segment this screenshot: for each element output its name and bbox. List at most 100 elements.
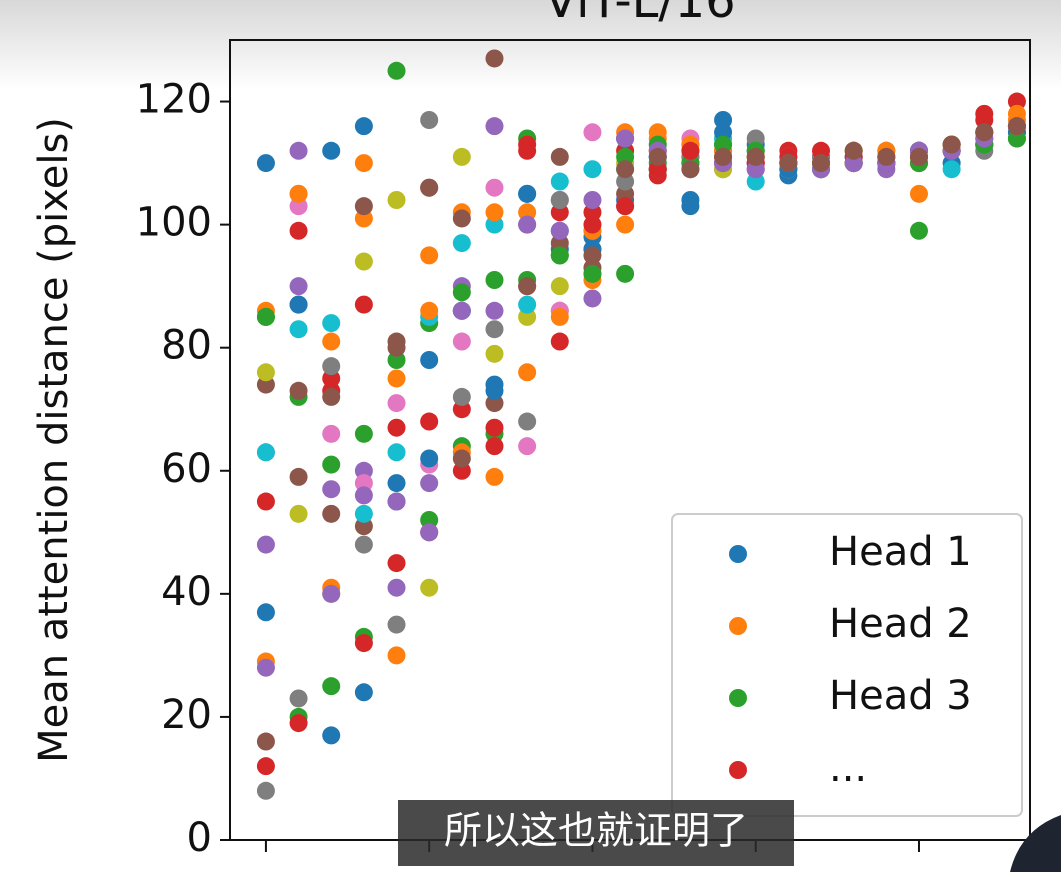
point: [256, 307, 275, 326]
point: [452, 449, 471, 468]
point: [518, 135, 537, 154]
point: [354, 461, 373, 480]
legend-box: [671, 513, 1023, 817]
point: [322, 387, 341, 406]
point: [387, 646, 406, 665]
legend-label: Head 3: [829, 673, 972, 719]
point: [322, 424, 341, 443]
legend-label: Head 2: [829, 601, 972, 647]
point: [256, 658, 275, 677]
point: [877, 147, 896, 166]
point: [322, 584, 341, 603]
point: [289, 714, 308, 733]
y-tick-label: 40: [161, 569, 212, 615]
point: [387, 61, 406, 80]
point: [518, 215, 537, 234]
point: [942, 135, 961, 154]
point: [452, 387, 471, 406]
point: [256, 732, 275, 751]
point: [452, 234, 471, 253]
point: [485, 117, 504, 136]
point: [616, 160, 635, 179]
legend-label: ...: [829, 745, 867, 791]
point: [420, 511, 439, 529]
point: [518, 295, 537, 314]
point: [681, 160, 700, 179]
point: [387, 492, 406, 511]
point: [550, 332, 569, 351]
point: [387, 351, 406, 369]
point: [322, 369, 341, 388]
point: [909, 221, 928, 240]
point: [518, 203, 537, 222]
point: [616, 197, 635, 216]
point: [909, 184, 928, 203]
y-tick-label: 100: [136, 200, 212, 246]
point: [485, 418, 504, 437]
point: [452, 461, 471, 480]
point: [387, 191, 406, 209]
point: [485, 301, 504, 320]
point: [518, 363, 537, 382]
point: [387, 369, 406, 388]
point: [518, 277, 537, 296]
point: [583, 203, 602, 222]
point: [256, 363, 275, 382]
point: [289, 381, 308, 400]
point: [387, 394, 406, 413]
point: [354, 197, 373, 216]
legend-marker: [729, 689, 747, 707]
point: [322, 357, 341, 376]
point: [485, 394, 504, 413]
y-tick-label: 80: [161, 323, 212, 369]
point: [354, 517, 373, 536]
point: [648, 147, 667, 166]
point: [322, 726, 341, 745]
point: [746, 172, 765, 191]
point: [289, 277, 308, 296]
point: [256, 781, 275, 800]
point: [583, 191, 602, 209]
point: [518, 307, 537, 326]
point: [485, 215, 504, 234]
point: [942, 160, 961, 179]
point: [616, 264, 635, 283]
point: [550, 307, 569, 326]
legend-marker: [729, 761, 747, 779]
point: [452, 332, 471, 351]
point: [420, 178, 439, 197]
point: [975, 123, 994, 142]
y-tick-label: 120: [136, 77, 212, 123]
point: [420, 449, 439, 468]
point: [354, 634, 373, 653]
point: [289, 467, 308, 486]
point: [550, 191, 569, 209]
point: [518, 412, 537, 431]
point: [289, 689, 308, 708]
point: [485, 178, 504, 197]
point: [354, 535, 373, 554]
point: [452, 147, 471, 166]
point: [812, 141, 831, 160]
point: [844, 154, 863, 173]
point: [616, 215, 635, 234]
point: [289, 504, 308, 523]
legend-label: Head 1: [829, 529, 972, 575]
caption-box: [398, 800, 794, 866]
point: [420, 351, 439, 369]
point: [289, 295, 308, 314]
point: [714, 147, 733, 166]
point: [583, 160, 602, 179]
video-shade: [0, 0, 1061, 90]
point: [616, 147, 635, 166]
y-tick-label: 60: [161, 446, 212, 492]
point: [714, 111, 733, 129]
point: [354, 424, 373, 443]
point: [256, 757, 275, 776]
point: [354, 486, 373, 505]
point: [420, 578, 439, 597]
point: [420, 301, 439, 320]
point: [452, 301, 471, 320]
point: [485, 271, 504, 289]
point: [354, 504, 373, 523]
